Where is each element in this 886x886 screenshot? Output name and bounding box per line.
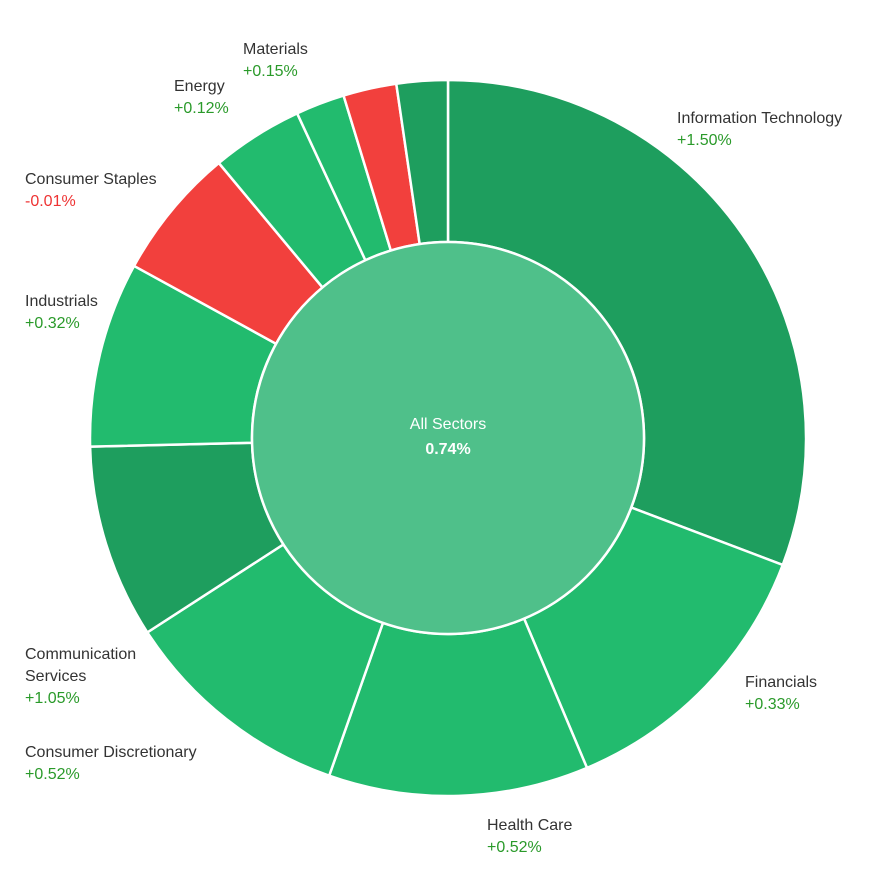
label-consumer-staples: Consumer Staples -0.01%: [25, 169, 157, 213]
sector-change: +1.05%: [25, 690, 80, 707]
center-value: 0.74%: [425, 441, 470, 458]
label-energy: Energy +0.12%: [174, 76, 229, 120]
sector-name: Communication Services: [25, 646, 137, 685]
sector-name: Consumer Staples: [25, 171, 157, 188]
label-consumer-discretionary: Consumer Discretionary +0.52%: [25, 742, 197, 786]
sector-change: +0.15%: [243, 63, 298, 80]
sector-change: +1.50%: [677, 132, 732, 149]
sector-change: +0.33%: [745, 696, 800, 713]
label-industrials: Industrials +0.32%: [25, 291, 98, 335]
sector-change: +0.52%: [487, 839, 542, 856]
label-communication-services: Communication Services +1.05%: [25, 644, 175, 710]
sector-change: +0.32%: [25, 315, 80, 332]
label-materials: Materials +0.15%: [243, 39, 308, 83]
sector-name: Consumer Discretionary: [25, 744, 197, 761]
sector-segments: [88, 78, 808, 798]
sector-change: -0.01%: [25, 193, 76, 210]
sector-name: Health Care: [487, 817, 573, 834]
center-label: All Sectors: [410, 416, 486, 433]
center-circle[interactable]: [250, 240, 646, 636]
sector-change: +0.12%: [174, 100, 229, 117]
sector-name: Materials: [243, 41, 308, 58]
sector-name: Energy: [174, 78, 225, 95]
sector-name: Industrials: [25, 293, 98, 310]
label-information-technology: Information Technology +1.50%: [677, 108, 842, 152]
sector-name: Financials: [745, 674, 818, 691]
sector-change: +0.52%: [25, 766, 80, 783]
label-financials: Financials +0.33%: [745, 672, 817, 716]
sector-name: Information Technology: [677, 110, 843, 127]
label-health-care: Health Care +0.52%: [487, 815, 572, 859]
